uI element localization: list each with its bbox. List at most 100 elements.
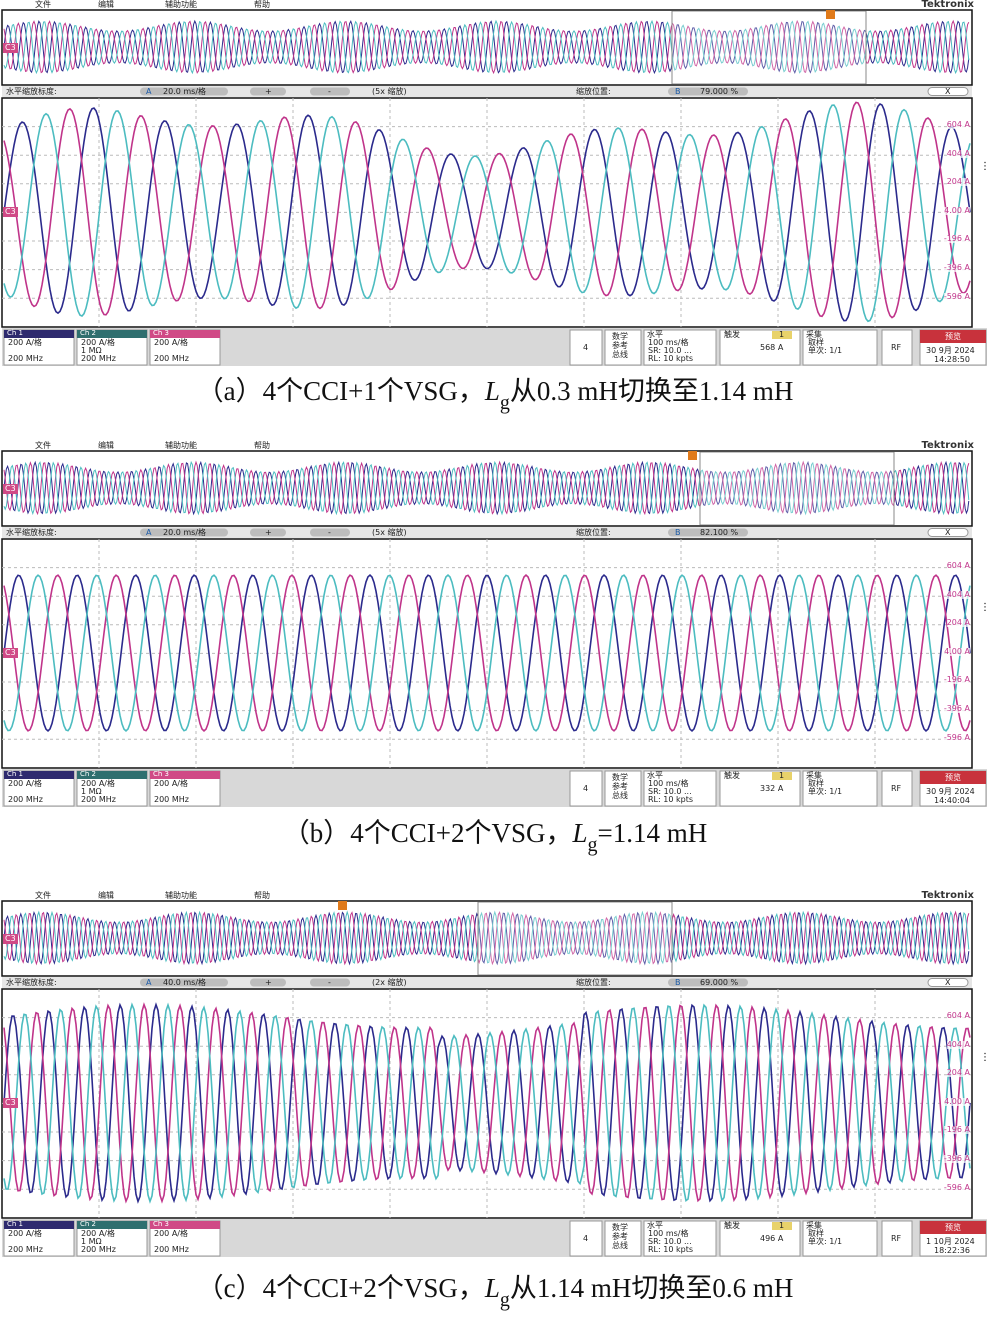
y-label: 604 A <box>946 1011 970 1020</box>
zoom-b: B <box>675 978 681 987</box>
acquire-setting: 取样 <box>808 779 824 788</box>
channel-setting: 1 MΩ <box>81 1237 102 1246</box>
channel-setting: 200 A/格 <box>8 1229 42 1238</box>
channel-name: Ch 2 <box>80 1220 97 1228</box>
brand: Tektronix <box>921 890 974 901</box>
channel-name: Ch 1 <box>7 770 24 778</box>
zoom-factor: (2x 缩放) <box>372 978 407 987</box>
zoom-minus: - <box>328 87 331 96</box>
trigger-source-bg <box>772 331 792 339</box>
preview-header <box>920 330 986 343</box>
trigger-source-bg <box>772 1222 792 1230</box>
zoom-bar <box>2 527 972 538</box>
channel-name: Ch 1 <box>7 1220 24 1228</box>
menu-item: 帮助 <box>254 441 270 450</box>
trigger-title: 触发 <box>724 1221 740 1230</box>
horizontal-setting: SR: 10.0 ... <box>648 346 692 355</box>
waveform <box>3 574 971 732</box>
y-label: -596 A <box>943 732 970 742</box>
channel-marker: C3 <box>3 648 18 658</box>
trigger-source: 1 <box>779 330 785 339</box>
zoom-a: A <box>146 528 152 537</box>
caption-variable: L <box>484 376 500 406</box>
rf-box <box>881 1220 913 1257</box>
zoom-pos: 69.000 % <box>700 978 739 987</box>
horizontal-setting: 100 ms/格 <box>648 338 689 347</box>
y-label: 404 A <box>946 1039 970 1049</box>
zoom-scale: 40.0 ms/格 <box>163 978 207 987</box>
waveform <box>3 1002 971 1204</box>
preview-title: 预览 <box>945 332 961 341</box>
zoom-pill <box>250 87 286 96</box>
horizontal-title: 水平 <box>647 1221 663 1230</box>
channel-setting: 200 A/格 <box>154 779 188 788</box>
waveform <box>3 104 971 323</box>
scope-graphics <box>1 9 987 366</box>
horizontal-box <box>643 1220 717 1257</box>
y-label: -196 A <box>943 234 970 244</box>
channel-setting: 200 MHz <box>81 1245 116 1254</box>
channel-name: Ch 3 <box>153 770 170 778</box>
trigger-marker <box>826 10 835 19</box>
zoom-b: B <box>675 528 681 537</box>
horizontal-setting: 100 ms/格 <box>648 1229 689 1238</box>
math-item: 数学 <box>612 773 628 782</box>
zoom-pos: 79.000 % <box>700 87 739 96</box>
math-item: 总线 <box>612 1241 628 1250</box>
rf: RF <box>891 1234 902 1243</box>
channel-header <box>77 771 147 779</box>
zoom-a: A <box>146 87 152 96</box>
zoom-window <box>671 10 867 85</box>
channel-marker: C3 <box>3 43 18 53</box>
preview-date: 30 9月 2024 <box>926 346 975 355</box>
side-dots: ⋮ <box>980 161 990 172</box>
acquire-title: 采集 <box>806 1221 822 1230</box>
caption-prefix: （a）4个CCI+1个VSG， <box>196 376 485 406</box>
scope-graphics <box>1 450 987 807</box>
waveform <box>3 19 970 75</box>
trigger-source-bg <box>772 772 792 780</box>
channel-setting: 1 MΩ <box>81 346 102 355</box>
acquire-title: 采集 <box>806 771 822 780</box>
close-pill <box>927 978 969 987</box>
zoom-plus: + <box>265 87 272 96</box>
preview-title: 预览 <box>945 773 961 782</box>
y-label: 4.00 A <box>944 646 970 656</box>
zoom-window <box>477 901 673 976</box>
menu-item: 编辑 <box>98 441 114 450</box>
channel-header <box>4 771 74 779</box>
scope-panel: 文件 编辑 辅助功能 帮助 Tektronix C3 C3 水平缩放标度: A 20.0 ms/格… <box>0 441 990 811</box>
zoom-label: 水平缩放标度: <box>6 528 57 537</box>
zoom-close: X <box>945 528 951 537</box>
channel-marker: C3 <box>3 1098 18 1108</box>
horizontal-setting: RL: 10 kpts <box>648 1245 693 1254</box>
brand: Tektronix <box>921 440 974 451</box>
horizontal-title: 水平 <box>647 771 663 780</box>
channel-setting: 200 MHz <box>154 1245 189 1254</box>
preview-time: 14:28:50 <box>934 355 970 364</box>
caption-prefix: （c）4个CCI+2个VSG， <box>196 1273 485 1303</box>
caption-subscript: g <box>587 834 598 856</box>
rf: RF <box>891 343 902 352</box>
acquire-title: 采集 <box>806 330 822 339</box>
channel-setting: 200 A/格 <box>154 1229 188 1238</box>
preview-header <box>920 771 986 784</box>
acquire-setting: 单次: 1/1 <box>808 1237 843 1246</box>
menu-item: 文件 <box>35 891 51 900</box>
waveform <box>3 460 970 516</box>
caption-suffix: =1.14 mH <box>597 818 708 848</box>
acquire-setting: 单次: 1/1 <box>808 787 843 796</box>
y-label: -196 A <box>943 675 970 685</box>
close-pill <box>927 87 969 96</box>
trigger-source: 1 <box>779 771 785 780</box>
channel-setting: 200 MHz <box>81 354 116 363</box>
zoom-minus: - <box>328 528 331 537</box>
acquire-setting: 取样 <box>808 1229 824 1238</box>
channel-marker: C3 <box>3 484 18 494</box>
math-box <box>604 329 642 366</box>
channel-name: Ch 2 <box>80 770 97 778</box>
menu-item: 编辑 <box>98 0 114 9</box>
zoom-pos-label: 缩放位置: <box>576 978 611 987</box>
channel-setting: 200 A/格 <box>154 338 188 347</box>
math-box <box>604 770 642 807</box>
